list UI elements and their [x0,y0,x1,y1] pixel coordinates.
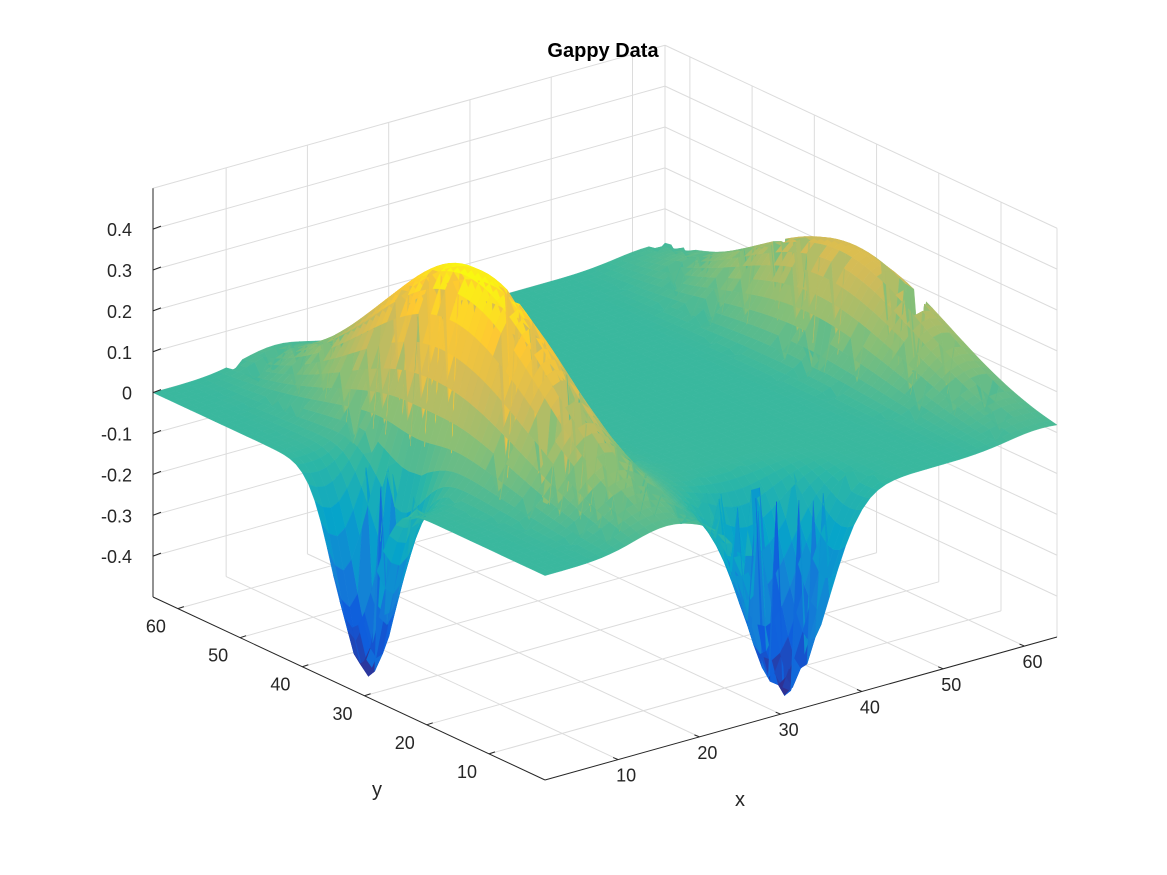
surface-layer [152,236,1058,696]
z-tick-label: -0.1 [101,425,132,445]
z-tick-mark [152,430,162,434]
z-tick-mark [152,348,162,353]
z-tick-mark [152,470,162,475]
grid-line [488,610,1002,755]
x-axis-label: x [735,789,745,811]
chart-title: Gappy Data [547,40,659,62]
y-tick-label: 10 [457,762,477,782]
grid-line [664,85,1058,270]
axes-layer [152,188,1058,781]
grid-line [152,167,666,312]
grid-line [426,581,939,726]
y-tick-mark [239,635,247,639]
z-tick-label: 0.2 [107,302,132,322]
x-tick-mark [856,689,863,692]
z-tick-mark [152,307,162,312]
x-axis-line [544,636,1058,781]
y-tick-mark [364,693,371,697]
z-tick-label: -0.2 [101,465,132,485]
z-tick-mark [152,511,162,516]
grid-line [388,530,781,715]
x-tick-label: 40 [860,697,880,717]
x-tick-label: 50 [941,675,961,695]
x-tick-label: 20 [697,743,717,763]
labels-layer: 10 20 30 40 50 60 10 20 30 40 50 60 -0.4 -0.3 -0.2 -0.1… [101,220,1043,811]
x-tick-mark [694,734,700,738]
x-tick-mark [775,711,781,715]
z-tick-label: 0.3 [107,261,132,281]
z-tick-label: -0.3 [101,506,132,526]
grid-line [664,126,1058,311]
x-tick-mark [1019,643,1025,647]
grid-line [225,576,619,761]
z-tick-label: 0.4 [107,220,132,240]
z-tick-mark [152,389,162,394]
x-tick-label: 10 [616,766,636,786]
y-tick-label: 20 [395,733,415,753]
z-tick-mark [152,266,162,271]
y-tick-label: 40 [270,675,290,695]
z-tick-label: 0 [122,384,132,404]
x-tick-mark [612,757,619,761]
z-tick-label: -0.4 [101,547,132,567]
box-edge [152,44,666,189]
box-edge [664,44,1058,229]
x-tick-label: 30 [779,720,799,740]
x-tick-mark [938,666,944,670]
z-tick-label: 0.1 [107,343,132,363]
y-tick-mark [488,751,496,755]
y-tick-mark [177,606,185,610]
y-axis-line [152,596,546,781]
y-tick-mark [302,664,309,668]
y-tick-label: 50 [208,646,228,666]
grid-line [152,126,666,271]
y-tick-label: 60 [146,617,166,637]
y-axis-label: y [372,779,382,801]
y-tick-mark [426,722,433,726]
grid-line [152,208,666,353]
grid-line [152,85,666,230]
surface-patch [1042,420,1058,427]
z-tick-mark [152,552,162,557]
x-tick-label: 60 [1022,652,1042,672]
y-tick-label: 30 [333,704,353,724]
z-tick-mark [152,225,162,230]
